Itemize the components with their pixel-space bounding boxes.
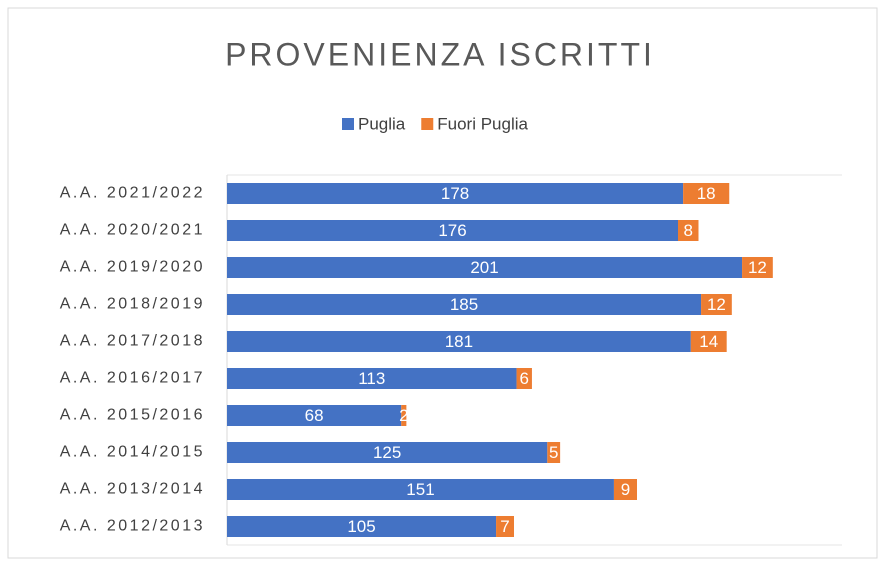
data-label: 7	[500, 517, 509, 536]
chart-border	[7, 7, 878, 559]
data-label: 12	[707, 295, 726, 314]
bar-segment	[690, 331, 727, 352]
data-label: 68	[305, 406, 324, 425]
legend-swatch	[342, 118, 354, 130]
y-tick-label: A.A. 2019/2020	[60, 259, 205, 276]
y-tick-label: A.A. 2014/2015	[60, 444, 205, 461]
bar-segment	[401, 405, 407, 426]
data-label: 201	[470, 258, 498, 277]
data-label: 12	[748, 258, 767, 277]
data-label: 18	[697, 184, 716, 203]
y-tick-label: A.A. 2021/2022	[60, 185, 205, 202]
data-label: 14	[699, 332, 718, 351]
y-tick-label: A.A. 2018/2019	[60, 296, 205, 313]
bar-segment	[227, 331, 691, 352]
legend-label: Fuori Puglia	[437, 114, 528, 133]
data-label: 6	[520, 369, 529, 388]
bar-segment	[547, 442, 561, 463]
data-label: 105	[347, 517, 375, 536]
bar-segment	[742, 257, 773, 278]
data-label: 181	[445, 332, 473, 351]
bar-segment	[516, 368, 532, 389]
legend-swatch	[421, 118, 434, 130]
bar-segment	[683, 183, 730, 204]
bar-segment	[227, 294, 702, 315]
data-label: 113	[358, 369, 385, 388]
y-tick-label: A.A. 2016/2017	[60, 370, 205, 387]
bar-segment	[227, 220, 678, 241]
y-tick-label: A.A. 2020/2021	[60, 222, 205, 239]
data-label: 5	[549, 443, 558, 462]
data-label: 176	[438, 221, 466, 240]
data-label: 185	[450, 295, 478, 314]
bar-segment	[227, 516, 497, 537]
data-label: 125	[373, 443, 401, 462]
bar-segment	[701, 294, 732, 315]
bar-segment	[227, 442, 548, 463]
legend: Puglia Fuori Puglia	[342, 114, 529, 133]
data-label: 8	[684, 221, 693, 240]
data-label: 9	[621, 480, 630, 499]
bar-segment	[227, 257, 743, 278]
y-tick-label: A.A. 2017/2018	[60, 333, 205, 350]
y-tick-label: A.A. 2013/2014	[60, 481, 205, 498]
y-tick-label: A.A. 2015/2016	[60, 407, 205, 424]
data-label: 2	[399, 406, 408, 425]
data-label: 151	[406, 480, 434, 499]
bar-segment	[227, 368, 517, 389]
chart-title: PROVENIENZA ISCRITTI	[225, 36, 655, 72]
bar-segment	[227, 405, 402, 426]
y-tick-label: A.A. 2012/2013	[60, 518, 205, 535]
bar-segment	[678, 220, 699, 241]
plot-area: A.A. 2021/2022 178 18 A.A. 2020/2021 176 8 A.A…	[60, 174, 842, 546]
bar-segment	[227, 183, 684, 204]
bar-segment	[613, 479, 637, 500]
data-label: 178	[441, 184, 469, 203]
bar-segment	[496, 516, 514, 537]
bar-segment	[227, 479, 614, 500]
legend-label: Puglia	[358, 114, 406, 133]
